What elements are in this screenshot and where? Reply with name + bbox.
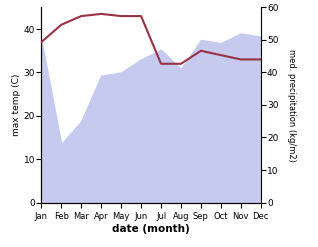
Y-axis label: max temp (C): max temp (C) [12, 74, 21, 136]
X-axis label: date (month): date (month) [112, 224, 190, 234]
Y-axis label: med. precipitation (kg/m2): med. precipitation (kg/m2) [287, 49, 296, 161]
